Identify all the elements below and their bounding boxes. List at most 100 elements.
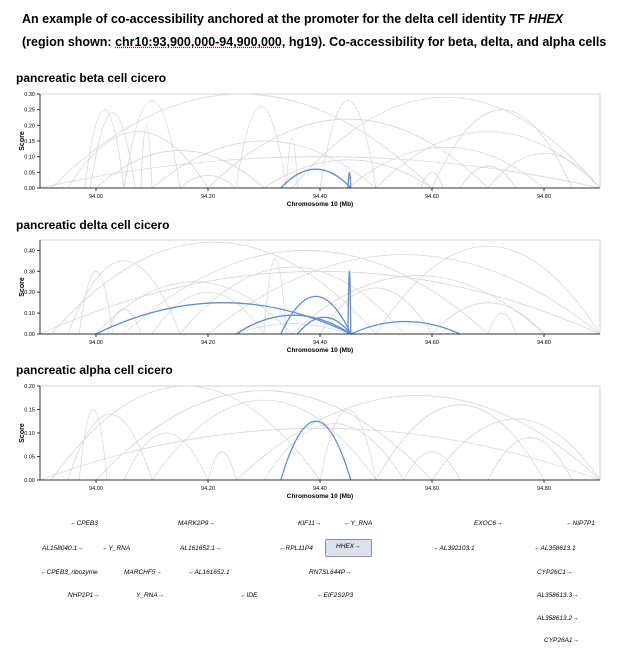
highlighted-link-arc [280, 295, 352, 335]
highlighted-link-arc [297, 316, 352, 335]
background-link-arc [263, 423, 405, 481]
highlighted-link-arc [350, 320, 461, 335]
gene-label[interactable]: ←Y_RNA [344, 520, 373, 527]
background-link-arc [347, 146, 545, 189]
gene-label[interactable]: AL161652.1→ [180, 545, 222, 552]
background-link-arc [420, 171, 444, 189]
x-tick-label: 94.40 [313, 194, 327, 200]
y-tick-label: 0.30 [24, 92, 35, 98]
highlighted-link-arc [235, 314, 352, 335]
background-link-arc [123, 99, 181, 189]
gene-label[interactable]: ←IDE [240, 592, 258, 599]
highlighted-link-arc [347, 271, 352, 335]
alpha-panel-title: pancreatic alpha cell cicero [16, 363, 173, 377]
y-tick-label: 0.00 [24, 186, 35, 192]
gene-label[interactable]: AL358613.2→ [537, 615, 579, 622]
gene-label[interactable]: ←AL161652.1 [188, 569, 230, 576]
x-tick-label: 94.20 [201, 486, 215, 492]
background-link-arc [319, 287, 433, 335]
y-tick-label: 0.10 [24, 311, 35, 317]
background-link-arc [431, 109, 573, 189]
background-link-arc [235, 323, 349, 335]
gene-label[interactable]: KIF11→ [298, 520, 322, 527]
x-tick-label: 94.60 [425, 194, 439, 200]
gene-label[interactable]: ←EIF2S2P3 [317, 592, 354, 599]
gene-label[interactable]: MARCHF5→ [124, 569, 162, 576]
gene-label[interactable]: NHP2P1→ [68, 592, 100, 599]
background-link-arc [84, 109, 125, 189]
y-tick-label: 0.20 [24, 123, 35, 129]
beta-chart: 0.00 0.05 0.10 0.15 0.20 0.25 0.30 94.00 94.20 94… [19, 92, 601, 208]
x-tick-label: 94.80 [537, 340, 551, 346]
background-link-arc [263, 159, 433, 189]
background-link-arc [207, 254, 601, 335]
gene-label[interactable]: ←Y_RNA [102, 545, 131, 552]
gene-label[interactable]: EXOC6→ [474, 520, 503, 527]
background-link-arc [235, 395, 601, 481]
background-link-arc [39, 156, 601, 189]
highlighted-link-arc [280, 420, 352, 481]
background-link-arc [286, 137, 298, 189]
y-tick-label: 0.05 [24, 455, 35, 461]
alpha-chart: 0.00 0.05 0.10 0.15 0.20 94.00 94.20 94.40 94.60… [19, 384, 601, 500]
gene-label[interactable]: MARK2P9→ [178, 520, 215, 527]
background-link-arc [78, 409, 108, 481]
background-link-arc [375, 404, 545, 481]
background-link-arc [39, 271, 601, 335]
y-tick-label: 0.20 [24, 384, 35, 390]
y-tick-label: 0.05 [24, 170, 35, 176]
background-link-arc [50, 241, 377, 335]
background-link-arc [151, 399, 377, 481]
background-link-arc [291, 96, 601, 189]
gene-label[interactable]: ←NIP7P1 [566, 520, 595, 527]
y-tick-label: 0.20 [24, 290, 35, 296]
background-link-arc [459, 165, 517, 189]
delta-chart: 0.00 0.10 0.20 0.30 0.40 94.00 94.20 94.40 94.60… [19, 239, 601, 354]
gene-label[interactable]: ←RPL11P4 [279, 545, 313, 552]
x-axis-label: Chromosome 10 (Mb) [287, 201, 353, 208]
figure-caption: An example of co-accessibility anchored … [22, 8, 612, 54]
plot-area [39, 385, 601, 481]
gene-label[interactable]: RN7SL644P→ [309, 569, 352, 576]
gene-label[interactable]: ←CPEB3_ribozyme [40, 569, 98, 576]
background-link-arc [207, 451, 237, 481]
background-link-arc [95, 390, 433, 481]
gene-label[interactable]: ←AL392103.1 [433, 545, 475, 552]
background-link-arc [235, 106, 287, 189]
background-link-arc [123, 432, 209, 481]
x-tick-label: 94.40 [313, 486, 327, 492]
gene-label[interactable]: AL358613.3→ [537, 592, 579, 599]
background-link-arc [375, 246, 601, 335]
y-tick-label: 0.30 [24, 269, 35, 275]
gene-label[interactable]: ←CPEB3 [70, 520, 98, 527]
gene-label[interactable]: Y_RNA→ [136, 592, 165, 599]
highlighted-link-arc [280, 168, 352, 189]
gene-label[interactable]: CYP26A1→ [544, 637, 580, 644]
y-tick-label: 0.15 [24, 408, 35, 414]
highlighted-link-arc [347, 171, 352, 189]
caption-text-1: An example of co-accessibility anchored … [22, 12, 529, 26]
background-link-arc [487, 437, 573, 481]
background-link-arc [78, 270, 114, 335]
background-link-arc [431, 302, 545, 335]
x-axis-label: Chromosome 10 (Mb) [287, 493, 353, 500]
background-link-arc [179, 266, 405, 335]
gene-label[interactable]: ←AL358613.1 [534, 545, 576, 552]
y-tick-label: 0.10 [24, 431, 35, 437]
y-tick-label: 0.00 [24, 478, 35, 484]
hhex-label: HHEX→ [336, 543, 361, 550]
background-link-arc [375, 131, 601, 189]
y-tick-label: 0.40 [24, 248, 35, 254]
background-link-arc [151, 291, 265, 335]
background-link-arc [431, 418, 601, 481]
background-link-arc [95, 150, 265, 189]
y-tick-label: 0.25 [24, 108, 35, 114]
gene-label[interactable]: AL158040.1→ [42, 545, 84, 552]
gene-label[interactable]: CYP26C1→ [537, 569, 573, 576]
background-link-arc [319, 409, 377, 481]
x-tick-label: 94.80 [537, 194, 551, 200]
x-tick-label: 94.60 [425, 486, 439, 492]
gene-label-hhex[interactable]: HHEX→ [325, 539, 372, 557]
plot-area [39, 93, 601, 189]
background-link-arc [140, 124, 153, 189]
